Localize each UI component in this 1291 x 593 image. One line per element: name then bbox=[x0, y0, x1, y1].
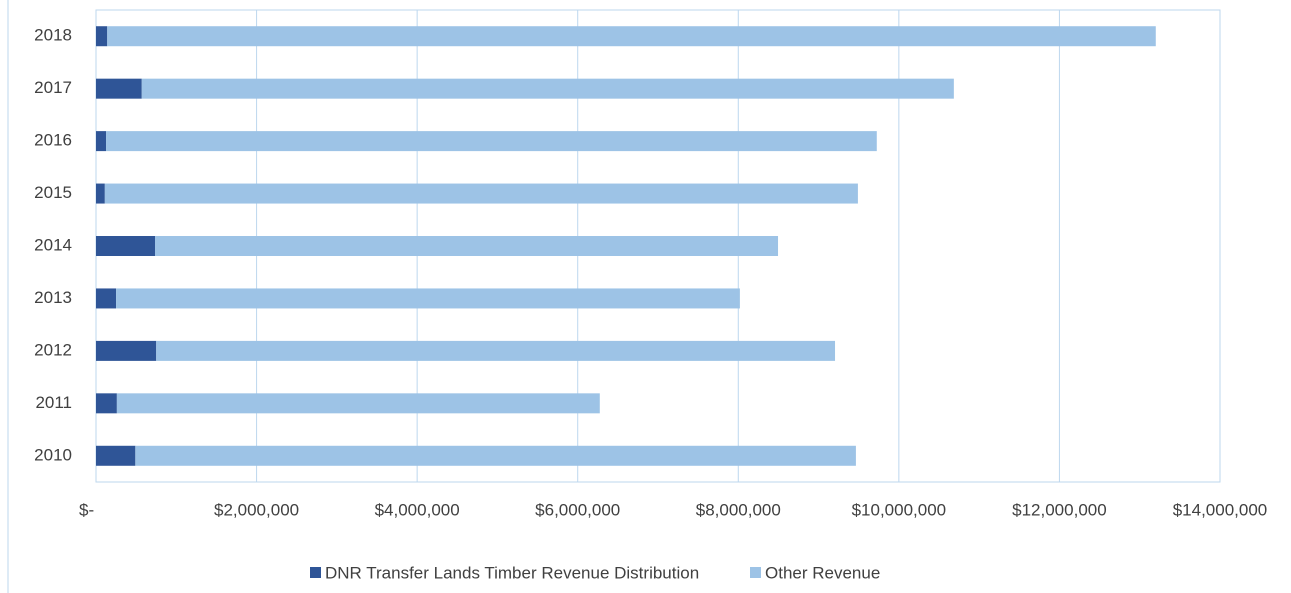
bar-segment bbox=[96, 445, 136, 466]
bar-segment bbox=[155, 236, 779, 256]
bar-segment bbox=[135, 445, 856, 466]
bar-segment bbox=[96, 78, 142, 99]
x-tick-label: $12,000,000 bbox=[1012, 500, 1107, 519]
bar-segment bbox=[96, 288, 117, 309]
y-tick-label: 2010 bbox=[34, 445, 72, 464]
bar-segment bbox=[96, 236, 156, 256]
bar-segment bbox=[141, 78, 954, 99]
bar-segment bbox=[96, 340, 157, 361]
bar-segment bbox=[156, 340, 836, 361]
y-tick-label: 2016 bbox=[34, 131, 72, 150]
x-tick-label: $8,000,000 bbox=[696, 500, 781, 519]
bar-segment bbox=[96, 183, 105, 204]
x-tick-label: $6,000,000 bbox=[535, 500, 620, 519]
bar-segment bbox=[104, 183, 858, 204]
y-tick-label: 2012 bbox=[34, 340, 72, 359]
y-tick-label: 2017 bbox=[34, 78, 72, 97]
x-tick-label: $4,000,000 bbox=[375, 500, 460, 519]
y-tick-label: 2013 bbox=[34, 288, 72, 307]
bar-segment bbox=[106, 131, 877, 152]
bar-segment bbox=[116, 288, 740, 309]
legend-label: DNR Transfer Lands Timber Revenue Distri… bbox=[325, 563, 699, 582]
bar-segment bbox=[96, 131, 107, 152]
legend-label: Other Revenue bbox=[765, 563, 880, 582]
x-tick-label: $2,000,000 bbox=[214, 500, 299, 519]
legend-swatch bbox=[750, 567, 761, 578]
x-tick-label: $- bbox=[79, 500, 94, 519]
bar-segment bbox=[96, 26, 108, 47]
y-tick-label: 2015 bbox=[34, 183, 72, 202]
x-tick-label: $14,000,000 bbox=[1173, 500, 1268, 519]
legend-swatch bbox=[310, 567, 321, 578]
y-tick-label: 2018 bbox=[34, 26, 72, 45]
bar-segment bbox=[107, 26, 1156, 47]
y-tick-label: 2011 bbox=[35, 393, 72, 412]
bar-segment bbox=[96, 393, 117, 414]
x-tick-label: $10,000,000 bbox=[852, 500, 947, 519]
bar-segment bbox=[116, 393, 600, 414]
y-tick-label: 2014 bbox=[34, 235, 72, 254]
